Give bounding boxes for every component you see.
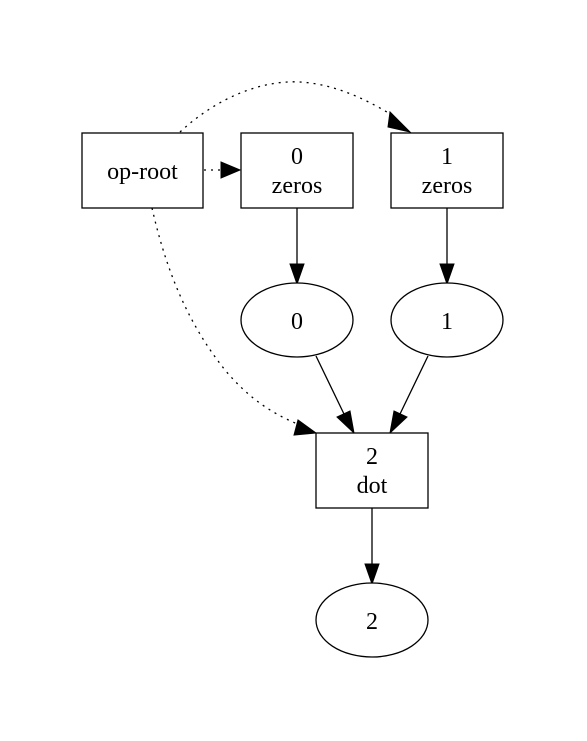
node-op-0-id: 0 (291, 144, 303, 170)
node-op-1-zeros: 1 zeros (390, 132, 504, 209)
edge-val-0-to-op-2 (315, 355, 355, 435)
node-op-1-type: zeros (422, 173, 473, 199)
edge-val-1-to-op-2 (389, 355, 429, 435)
edge-op-root-to-op-1 (179, 81, 412, 133)
node-value-0-label: 0 (291, 309, 303, 335)
nodes: op-root 0 zeros 1 zeros 0 1 2 dot (81, 132, 504, 658)
node-value-0: 0 (240, 282, 354, 358)
node-op-1-id: 1 (441, 144, 453, 170)
node-value-1-label: 1 (441, 309, 453, 335)
node-op-2-type: dot (357, 473, 388, 499)
node-op-2-id: 2 (366, 444, 378, 470)
edge-op-2-to-val-2 (364, 508, 380, 586)
edge-op-root-to-op-2 (151, 207, 318, 436)
node-op-root-label: op-root (107, 159, 178, 185)
node-value-2-label: 2 (366, 609, 378, 635)
edge-op-root-to-op-0 (204, 161, 242, 179)
edge-op-0-to-val-0 (289, 208, 305, 286)
node-value-1: 1 (390, 282, 504, 358)
node-op-0-zeros: 0 zeros (240, 132, 354, 209)
node-op-2-dot: 2 dot (315, 432, 429, 509)
edges (151, 81, 455, 586)
node-op-0-type: zeros (272, 173, 323, 199)
node-value-2: 2 (315, 582, 429, 658)
node-op-root: op-root (81, 132, 204, 209)
edge-op-1-to-val-1 (439, 208, 455, 286)
